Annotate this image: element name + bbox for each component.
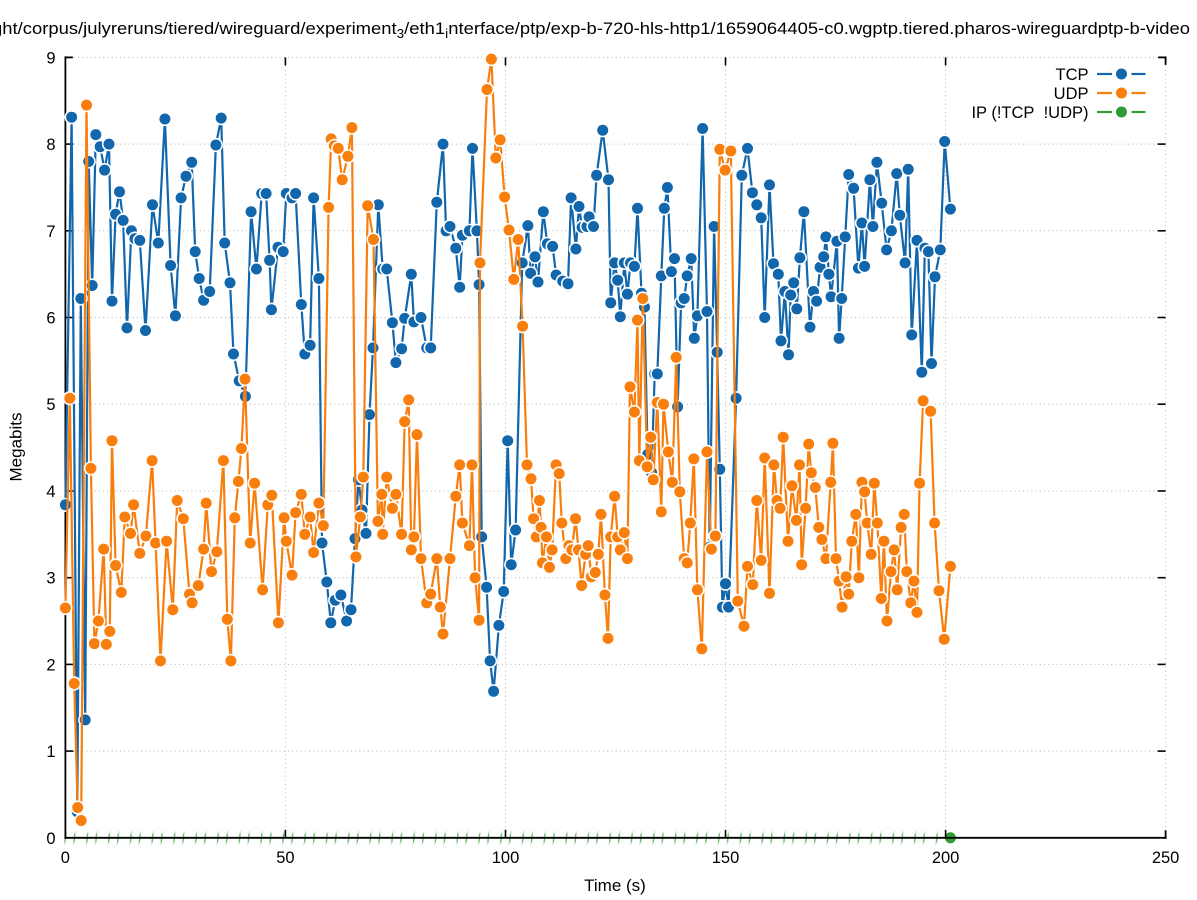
svg-text:6: 6 [46, 310, 55, 328]
svg-text:Time (s): Time (s) [584, 876, 646, 895]
svg-text:0: 0 [61, 849, 70, 867]
svg-text:3: 3 [46, 570, 55, 588]
svg-text:150: 150 [712, 849, 740, 867]
svg-text:9: 9 [46, 49, 55, 67]
svg-text:1: 1 [46, 743, 55, 761]
svg-text:UDP: UDP [1054, 85, 1089, 103]
svg-text:250: 250 [1152, 849, 1180, 867]
svg-text:TCP: TCP [1056, 66, 1089, 84]
svg-text:0: 0 [46, 830, 55, 848]
svg-text:2: 2 [46, 656, 55, 674]
svg-text:4: 4 [46, 483, 55, 501]
svg-text:7: 7 [46, 223, 55, 241]
svg-text:Megabits: Megabits [7, 413, 26, 482]
svg-text:200: 200 [932, 849, 960, 867]
svg-text:ght/corpus/julyreruns/tiered/w: ght/corpus/julyreruns/tiered/wireguard/e… [0, 19, 1190, 41]
svg-text:50: 50 [276, 849, 294, 867]
svg-text:8: 8 [46, 136, 55, 154]
svg-text:100: 100 [492, 849, 520, 867]
svg-text:5: 5 [46, 396, 55, 414]
svg-text:IP (!TCP !UDP): IP (!TCP !UDP) [971, 104, 1088, 122]
